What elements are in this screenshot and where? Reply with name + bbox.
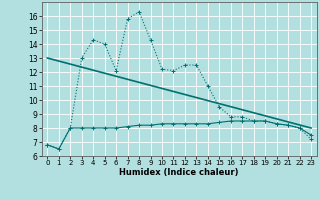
X-axis label: Humidex (Indice chaleur): Humidex (Indice chaleur)	[119, 168, 239, 177]
